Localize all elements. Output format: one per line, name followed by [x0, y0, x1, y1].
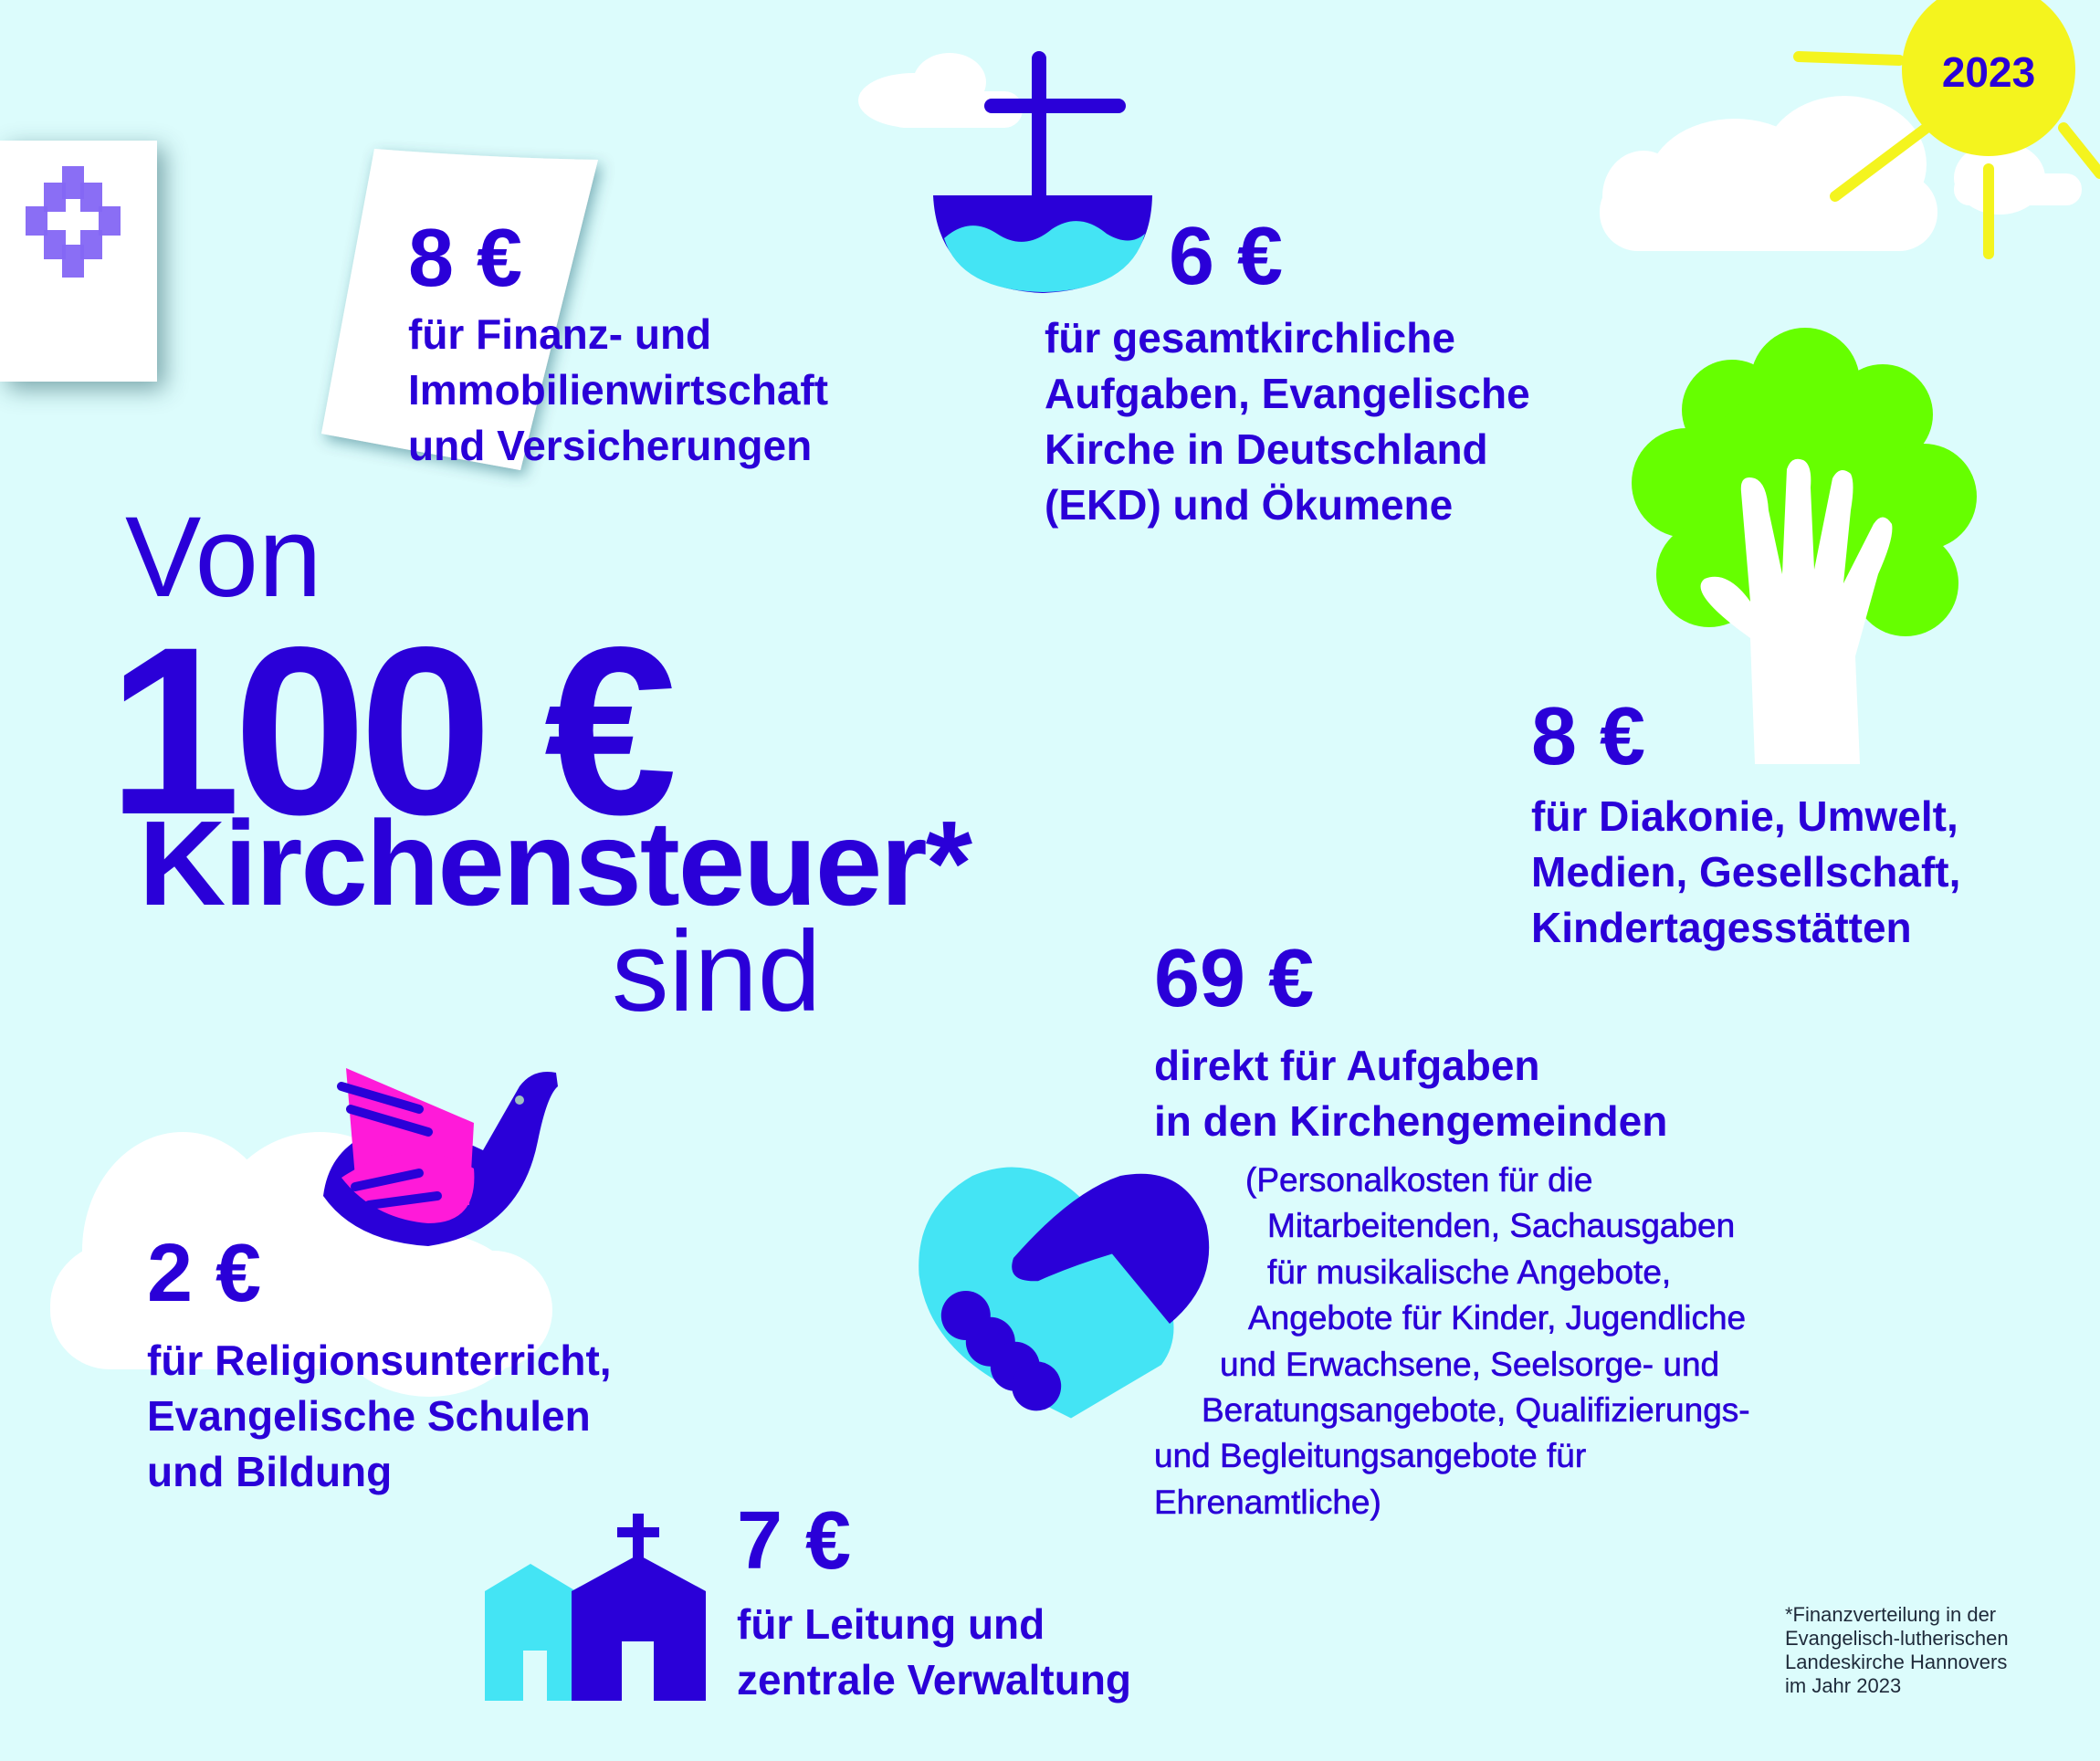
- item-leitung: 7 € für Leitung und zentrale Verwaltung: [737, 1500, 1131, 1708]
- detail-text: Mitarbeitenden, Sachausgaben: [1267, 1207, 1736, 1245]
- item-text: für Religionsunterricht,: [147, 1336, 612, 1384]
- item-text: für Finanz- und: [408, 310, 712, 358]
- item-text: zentrale Verwaltung: [737, 1656, 1132, 1703]
- item-text: direkt für Aufgaben: [1154, 1042, 1540, 1089]
- footnote: *Finanzverteilung in der Evangelisch-lut…: [1785, 1603, 2009, 1698]
- item-text: in den Kirchengemeinden: [1154, 1097, 1668, 1145]
- footnote-line: im Jahr 2023: [1785, 1674, 1902, 1697]
- tree-hand-icon: [1632, 328, 1977, 764]
- item-text: (EKD) und Ökumene: [1045, 481, 1454, 529]
- item-gemeinden: 69 € direkt für Aufgaben in den Kircheng…: [1154, 938, 1667, 1149]
- item-amount: 69 €: [1154, 933, 1315, 1024]
- item-finance: 8 € für Finanz- und Immobilienwirtschaft…: [408, 217, 828, 474]
- item-text: Medien, Gesellschaft,: [1531, 848, 1961, 896]
- headline-amount: 100 €: [108, 597, 677, 865]
- item-diakonie: 8 € für Diakonie, Umwelt, Medien, Gesell…: [1531, 696, 1960, 956]
- logo-card: [0, 141, 157, 382]
- church-icon: [485, 1514, 706, 1701]
- item-text: Immobilienwirtschaft: [408, 366, 829, 414]
- item-amount: 2 €: [147, 1228, 262, 1319]
- detail-text: Ehrenamtliche): [1154, 1483, 1381, 1522]
- item-text: Evangelische Schulen: [147, 1392, 591, 1440]
- detail-text: Angebote für Kinder, Jugendliche: [1248, 1299, 1747, 1337]
- document-icon: [321, 149, 598, 470]
- headline-subject: Kirchensteuer*: [139, 796, 972, 930]
- item-text: Kindertagesstätten: [1531, 904, 1912, 951]
- logo-cross-icon: [26, 166, 121, 278]
- detail-text: und Erwachsene, Seelsorge- und: [1220, 1346, 1720, 1384]
- item-amount: 7 €: [737, 1495, 852, 1587]
- detail-text: und Begleitungsangebote für: [1154, 1437, 1587, 1475]
- footnote-line: *Finanzverteilung in der: [1785, 1603, 1997, 1626]
- item-text: Aufgaben, Evangelische: [1045, 370, 1530, 417]
- item-ekd-amount: 6 €: [1169, 211, 1284, 302]
- year-badge: 2023: [1941, 48, 2036, 96]
- footnote-line: Landeskirche Hannovers: [1785, 1651, 2008, 1673]
- detail-text: (Personalkosten für die: [1245, 1161, 1593, 1200]
- item-text: für Diakonie, Umwelt,: [1531, 792, 1958, 840]
- dove-icon: [323, 1068, 558, 1246]
- detail-text: für musikalische Angebote,: [1267, 1253, 1672, 1292]
- handshake-heart-icon: [919, 1167, 1210, 1419]
- item-amount: 8 €: [408, 213, 523, 304]
- item-bildung: 2 € für Religionsunterricht, Evangelisch…: [147, 1232, 612, 1500]
- headline-sind: sind: [612, 908, 822, 1035]
- item-text: für Leitung und: [737, 1600, 1045, 1648]
- item-text: Kirche in Deutschland: [1045, 425, 1488, 473]
- item-text: und Bildung: [147, 1448, 393, 1495]
- detail-text: Beratungsangebote, Qualifizierungs-: [1202, 1391, 1750, 1430]
- item-text: und Versicherungen: [408, 422, 813, 469]
- footnote-line: Evangelisch-lutherischen: [1785, 1627, 2009, 1650]
- item-text: für gesamtkirchliche: [1045, 314, 1455, 362]
- boat-cross-icon: [933, 51, 1152, 293]
- item-ekd: für gesamtkirchliche Aufgaben, Evangelis…: [1045, 310, 1530, 533]
- headline-von: Von: [125, 494, 322, 621]
- item-amount: 8 €: [1531, 691, 1646, 782]
